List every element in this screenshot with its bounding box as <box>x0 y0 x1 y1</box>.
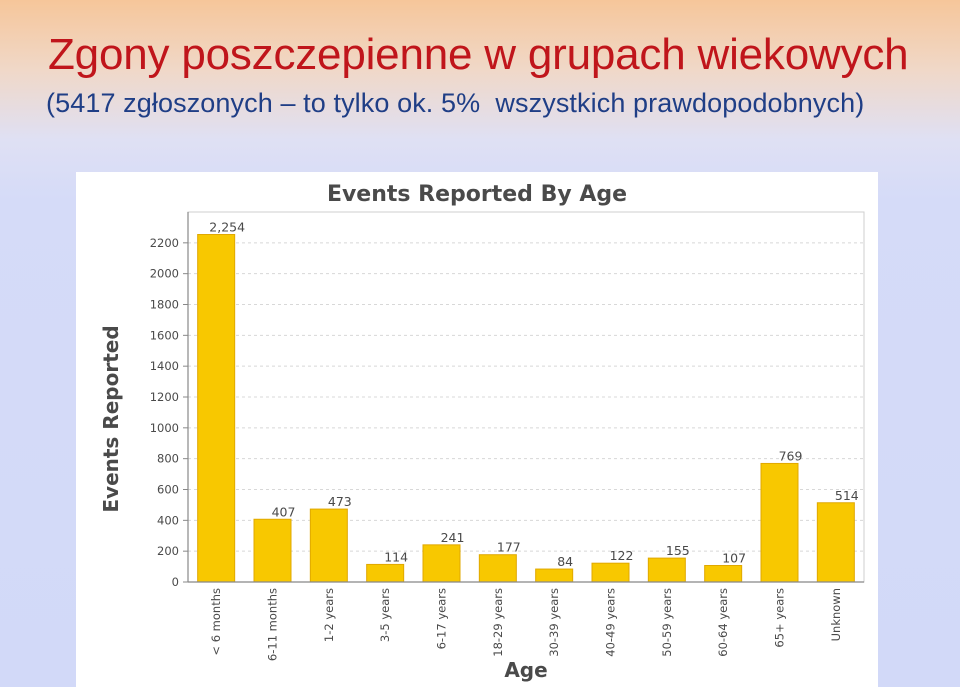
bar <box>197 234 236 583</box>
y-tick-label: 1200 <box>150 390 179 404</box>
axes <box>183 211 865 583</box>
x-tick-label: 50-59 years <box>660 588 674 657</box>
x-tick-label: Unknown <box>829 588 843 641</box>
x-tick-label: 60-64 years <box>716 588 730 657</box>
y-tick-label: 600 <box>157 483 179 497</box>
y-tick-label: 1400 <box>150 359 179 373</box>
chart-title: Events Reported By Age <box>327 182 627 207</box>
y-tick-label: 800 <box>157 452 179 466</box>
y-axis-label: Events Reported <box>99 325 123 512</box>
y-tick-label: 2000 <box>150 267 179 281</box>
data-label: 155 <box>666 543 690 558</box>
y-tick-label: 1600 <box>150 328 179 342</box>
bar <box>816 502 855 583</box>
bar <box>478 554 517 583</box>
data-label: 114 <box>384 549 408 564</box>
data-label: 2,254 <box>209 220 245 235</box>
data-label: 473 <box>328 494 352 509</box>
slide-subtitle: (5417 zgłoszonych – to tylko ok. 5% wszy… <box>46 88 865 118</box>
bar <box>535 568 574 583</box>
x-tick-label: 6-17 years <box>435 588 449 649</box>
x-tick-label: 3-5 years <box>378 588 392 642</box>
y-tick-labels: 0 200 400 600 800 1000 1200 1400 1600 1800 2000 220… <box>150 236 179 589</box>
data-label: 241 <box>441 530 465 545</box>
y-tick-label: 400 <box>157 513 179 527</box>
x-axis-label: Age <box>504 658 547 682</box>
bar <box>253 518 292 583</box>
grid-lines <box>188 242 864 583</box>
x-tick-label: < 6 months <box>209 588 223 656</box>
y-tick-label: 200 <box>157 544 179 558</box>
x-tick-label: 40-49 years <box>604 588 618 657</box>
bar <box>366 563 405 583</box>
y-tick-label: 2200 <box>150 236 179 250</box>
bar <box>647 557 686 583</box>
x-tick-label: 1-2 years <box>322 588 336 642</box>
data-labels: 2,254 407 473 114 241 177 84 122 155 107 769 514 <box>209 220 859 570</box>
data-label: 407 <box>272 504 296 519</box>
x-tick-label: 18-29 years <box>491 588 505 657</box>
bar <box>591 562 630 583</box>
slide-title: Zgony poszczepienne w grupach wiekowych <box>48 30 909 79</box>
data-label: 107 <box>722 551 746 566</box>
x-tick-label: 6-11 months <box>266 588 280 661</box>
bars <box>197 234 855 583</box>
data-label: 84 <box>557 554 573 569</box>
bar <box>422 544 461 583</box>
x-tick-label: 30-39 years <box>547 588 561 657</box>
y-tick-label: 1000 <box>150 421 179 435</box>
bar-chart: Events Reported By Age Events Reported A… <box>99 182 865 682</box>
bar <box>309 508 348 583</box>
data-label: 122 <box>610 548 634 563</box>
data-label: 769 <box>779 448 803 463</box>
y-tick-label: 0 <box>172 575 179 589</box>
data-label: 177 <box>497 540 521 555</box>
y-tick-label: 1800 <box>150 298 179 312</box>
x-tick-label: 65+ years <box>773 588 787 648</box>
x-tick-labels: < 6 months 6-11 months 1-2 years 3-5 years 6… <box>209 588 843 661</box>
chart-panel: Events Reported By Age Events Reported A… <box>76 172 878 687</box>
bar <box>704 565 743 583</box>
bar <box>760 462 799 583</box>
data-label: 514 <box>835 488 859 503</box>
